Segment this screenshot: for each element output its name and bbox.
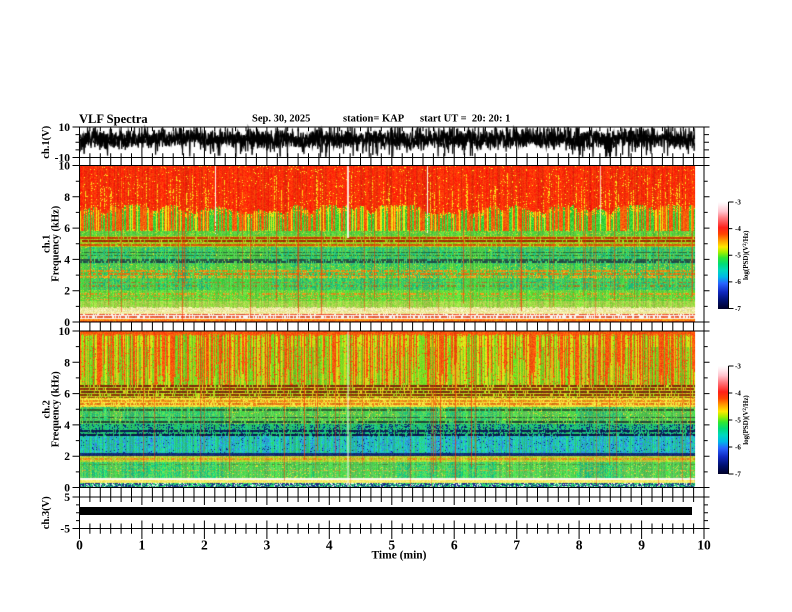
- svg-text:10: 10: [697, 538, 711, 553]
- svg-text:6: 6: [451, 538, 458, 553]
- svg-text:2: 2: [64, 286, 70, 298]
- svg-text:4: 4: [64, 254, 70, 266]
- svg-text:-7: -7: [735, 305, 741, 313]
- svg-text:-5: -5: [735, 416, 741, 424]
- svg-text:9: 9: [638, 538, 645, 553]
- svg-text:6: 6: [64, 223, 70, 235]
- svg-text:Time (min): Time (min): [371, 550, 426, 562]
- svg-text:-4: -4: [735, 225, 741, 233]
- svg-text:5: 5: [64, 492, 70, 504]
- svg-text:-10: -10: [55, 153, 71, 165]
- svg-text:VLF Spectra: VLF Spectra: [79, 112, 148, 126]
- svg-text:ch.3(V): ch.3(V): [41, 496, 52, 529]
- svg-text:-3: -3: [735, 198, 741, 206]
- svg-text:4: 4: [64, 420, 70, 432]
- svg-text:0: 0: [64, 317, 70, 329]
- svg-text:-4: -4: [735, 389, 741, 397]
- svg-text:-6: -6: [735, 278, 741, 286]
- svg-text:2: 2: [64, 451, 70, 463]
- svg-text:4: 4: [326, 538, 333, 553]
- svg-text:log(PSD)(V2/Hz): log(PSD)(V2/Hz): [742, 395, 750, 445]
- svg-text:ch.1: ch.1: [42, 235, 53, 253]
- svg-text:1: 1: [139, 538, 146, 553]
- svg-text:10: 10: [59, 122, 71, 134]
- svg-text:0: 0: [64, 483, 70, 495]
- svg-text:8: 8: [64, 192, 70, 204]
- svg-text:-7: -7: [735, 470, 741, 478]
- svg-text:-5: -5: [60, 524, 70, 536]
- svg-text:3: 3: [264, 538, 271, 553]
- svg-text:log(PSD)(V2/Hz): log(PSD)(V2/Hz): [742, 230, 750, 280]
- svg-text:Frequency (kHz): Frequency (kHz): [51, 205, 62, 281]
- svg-text:-5: -5: [735, 252, 741, 260]
- svg-text:-3: -3: [735, 362, 741, 370]
- svg-text:5: 5: [388, 538, 395, 553]
- svg-text:10: 10: [59, 161, 71, 173]
- svg-text:Frequency (kHz): Frequency (kHz): [51, 371, 62, 447]
- svg-text:ch.2: ch.2: [42, 400, 53, 418]
- svg-text:2: 2: [201, 538, 208, 553]
- svg-text:start UT = 20: 20: 1: start UT = 20: 20: 1: [420, 114, 510, 125]
- svg-text:station= KAP: station= KAP: [343, 114, 405, 125]
- svg-text:0: 0: [76, 538, 83, 553]
- svg-text:6: 6: [64, 389, 70, 401]
- svg-text:ch.1(V): ch.1(V): [41, 125, 52, 158]
- svg-text:-6: -6: [735, 443, 741, 451]
- svg-text:7: 7: [513, 538, 520, 553]
- svg-text:8: 8: [576, 538, 583, 553]
- svg-text:8: 8: [64, 357, 70, 369]
- svg-text:10: 10: [59, 326, 71, 338]
- svg-text:Sep. 30, 2025: Sep. 30, 2025: [252, 114, 310, 125]
